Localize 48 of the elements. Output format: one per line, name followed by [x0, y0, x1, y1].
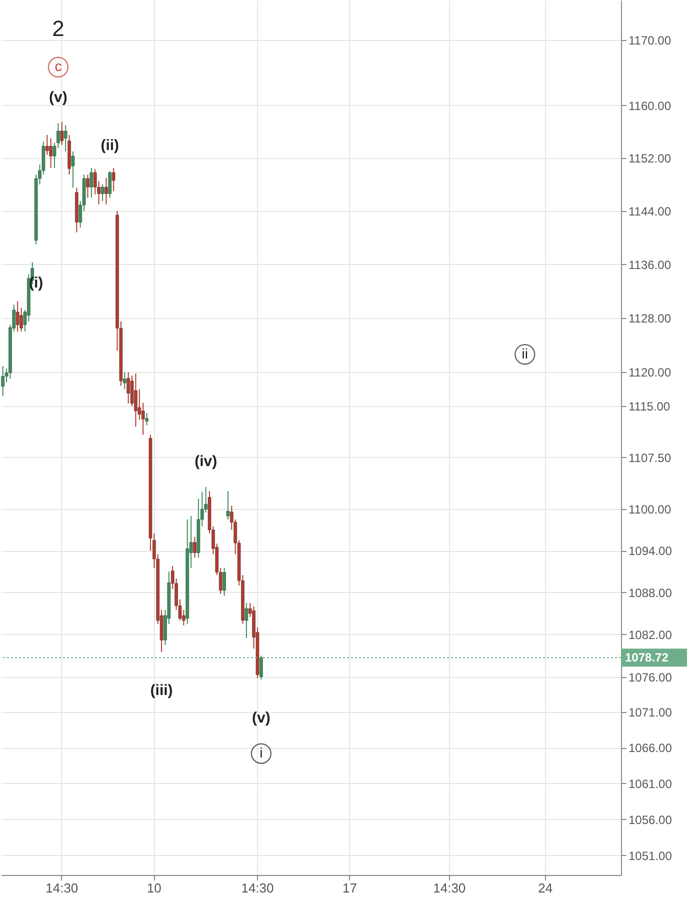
x-tick-label: 10 — [146, 880, 162, 896]
y-tick-label: 1144.00 — [628, 204, 672, 218]
x-tick-label: 14:30 — [46, 880, 78, 896]
annotation: i — [260, 744, 263, 761]
ref-line-label: 1078.72 — [625, 650, 669, 665]
annotation: (iv) — [194, 453, 218, 470]
candlestick — [126, 372, 130, 404]
annotation: (v) — [252, 710, 270, 727]
y-tick-label: 1136.00 — [628, 258, 672, 272]
y-tick-label: 1100.00 — [628, 502, 672, 517]
y-tick-label: 1071.00 — [628, 706, 672, 720]
y-tick-label: 1094.00 — [628, 544, 672, 558]
candlestick — [16, 300, 20, 332]
y-tick-label: 1066.00 — [628, 741, 672, 756]
y-tick-label: 1170.00 — [628, 34, 672, 48]
annotation: (v) — [49, 89, 68, 106]
annotation: ii — [522, 345, 528, 362]
candlestick — [226, 490, 230, 520]
y-tick-label: 1152.00 — [628, 152, 672, 166]
x-tick-label: 14:30 — [433, 880, 466, 896]
y-tick-label: 1120.00 — [628, 366, 672, 380]
candlestick — [134, 372, 138, 428]
y-tick-label: 1076.00 — [628, 670, 672, 684]
x-tick-label: 14:30 — [241, 880, 274, 896]
annotation: (iii) — [150, 682, 173, 700]
x-tick-label: 24 — [538, 880, 553, 896]
candlestick — [60, 121, 64, 146]
annotation: 2 — [52, 16, 64, 42]
candlestick — [90, 167, 94, 198]
y-tick-label: 1061.00 — [628, 776, 672, 791]
y-tick-label: 1051.00 — [628, 848, 672, 863]
annotation: (ii) — [100, 137, 120, 154]
candlestick — [222, 568, 226, 596]
candlestick — [112, 167, 116, 192]
y-tick-label: 1115.00 — [628, 400, 670, 414]
y-tick-label: 1160.00 — [628, 98, 672, 113]
candlestick — [49, 138, 52, 168]
annotation: c — [54, 58, 62, 74]
x-tick-label: 17 — [342, 880, 357, 896]
y-tick-label: 1088.00 — [628, 586, 672, 600]
candlestick — [100, 184, 104, 202]
y-tick-label: 1107.50 — [628, 450, 672, 465]
y-tick-label: 1056.00 — [628, 812, 672, 827]
candlestick — [1, 366, 4, 396]
y-tick-label: 1128.00 — [628, 312, 672, 326]
y-tick-label: 1082.00 — [628, 628, 672, 642]
candlestick — [108, 170, 112, 198]
candlestick — [145, 412, 148, 426]
